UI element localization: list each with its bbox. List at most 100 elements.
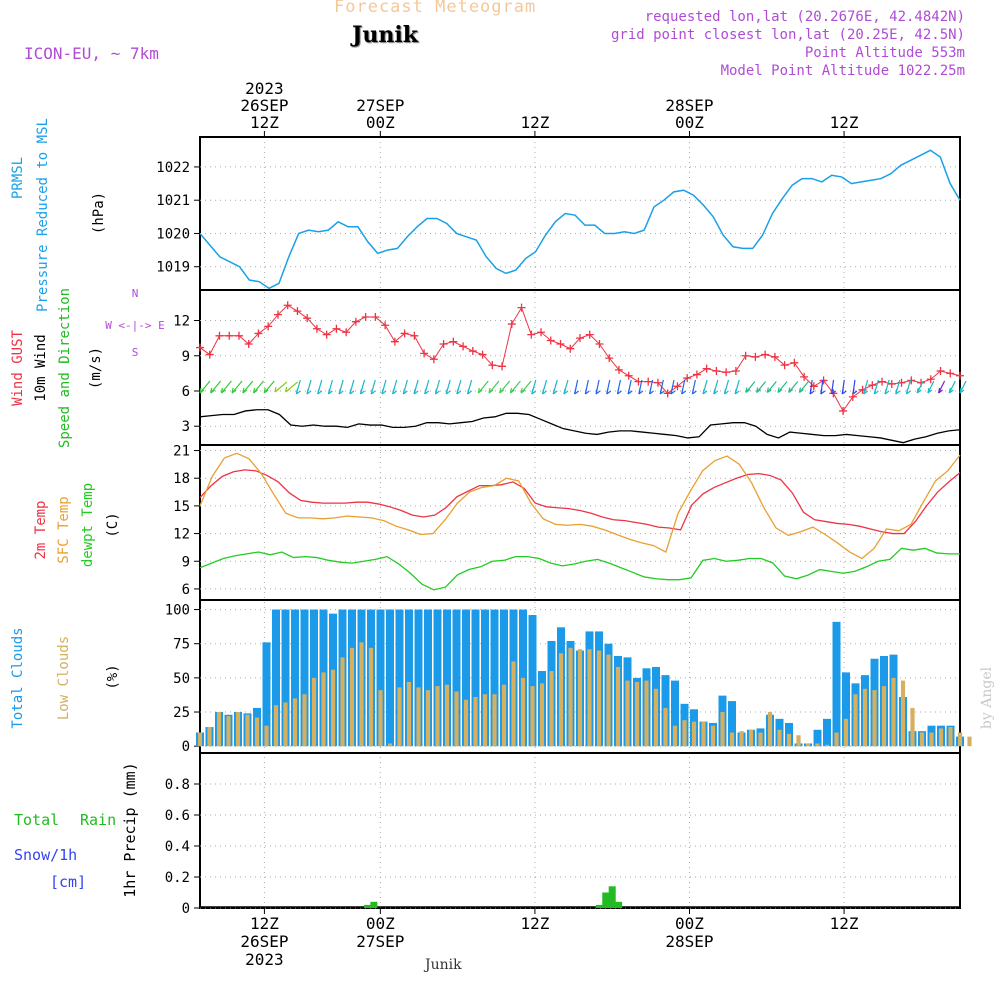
total-cloud-bar — [376, 609, 385, 747]
wind-arrow-head — [488, 387, 494, 394]
wind-arrow-head — [295, 388, 301, 395]
x-bottom-label: 12Z — [520, 914, 549, 933]
low-cloud-bar — [729, 732, 735, 747]
x-bottom-label: 12Z — [250, 914, 279, 933]
x-top-label: 12Z — [830, 113, 859, 132]
wind-arrow-head — [798, 387, 804, 393]
gust-marker — [839, 406, 848, 415]
low-cloud-bar — [587, 649, 592, 747]
wind-arrow-head — [713, 388, 719, 395]
gust-label: Wind GUST — [10, 330, 26, 406]
location-title: Junik — [352, 22, 418, 48]
wind-arrow-head — [756, 387, 761, 393]
prmsl-unit: (hPa) — [91, 192, 107, 234]
gust-marker — [205, 350, 214, 359]
wind-arrow-head — [252, 387, 258, 394]
wind-arrow-head — [584, 388, 590, 395]
low-cloud-bar — [435, 686, 440, 747]
low-cloud-bar — [663, 707, 668, 747]
total-cloud-bar — [481, 609, 489, 747]
total-cloud-bar — [452, 609, 461, 747]
gust-marker — [225, 331, 234, 340]
precip-tick-label: 0.8 — [165, 777, 190, 793]
low-cloud-bar — [302, 694, 307, 747]
wind-arrow-head — [638, 388, 644, 395]
low-cloud-bar — [967, 736, 972, 747]
low-cloud-bar — [881, 686, 887, 747]
temp-2m-line — [199, 469, 961, 535]
wind-arrow-head — [231, 387, 237, 394]
gust-marker — [780, 361, 789, 370]
low-cloud-bar — [767, 712, 773, 747]
low-cloud-bar — [416, 687, 421, 747]
low-cloud-bar — [634, 681, 640, 747]
gust-marker — [273, 310, 282, 319]
wind-arrow-head — [563, 388, 569, 395]
low-cloud-bar — [568, 647, 573, 747]
low-cloud-bar — [425, 690, 431, 747]
total-cloud-bar — [528, 615, 537, 747]
wind-arrow-head — [648, 388, 654, 395]
gust-marker — [234, 331, 243, 340]
total-label: Total — [14, 811, 59, 829]
x-top-label: 12Z — [250, 113, 279, 132]
snow-unit-label: [cm] — [50, 873, 86, 891]
total-cloud-bar — [300, 609, 309, 747]
wind-arrow-head — [788, 387, 794, 393]
compass-west-east: W <-|-> E — [105, 319, 165, 332]
gust-marker — [751, 352, 760, 361]
low-cloud-bar — [235, 712, 241, 747]
rain-bar — [595, 904, 603, 908]
wind-arrow-head — [402, 388, 408, 395]
gust-marker — [527, 330, 536, 339]
precip-frame — [199, 752, 961, 909]
x-bottom-label: 26SEP — [240, 932, 288, 951]
low-cloud-bar — [349, 647, 355, 747]
low-cloud-bar — [834, 732, 839, 747]
gust-marker — [722, 368, 731, 377]
dewpt-line — [199, 547, 960, 591]
x-top-label: 12Z — [520, 113, 549, 132]
temp-tick-label: 15 — [173, 499, 190, 515]
total-cloud-bar — [395, 609, 404, 747]
wind-arrow-head — [285, 386, 290, 393]
total-cloud-bar — [433, 609, 442, 747]
wind-direction-arrow — [263, 380, 275, 394]
rain-bar — [602, 892, 610, 908]
wind-tick-label: 12 — [173, 314, 190, 330]
gust-marker — [956, 371, 964, 380]
gust-marker — [770, 352, 779, 361]
x-bottom-label: 00Z — [675, 914, 704, 933]
gust-marker — [605, 354, 614, 363]
gust-marker — [692, 370, 701, 379]
x-top-label: 27SEP — [356, 96, 404, 115]
gust-marker — [459, 342, 468, 351]
gust-marker — [653, 378, 662, 387]
gust-marker — [614, 365, 623, 374]
gust-marker — [283, 301, 292, 310]
prmsl-label: PRMSL — [10, 157, 26, 199]
x-top-label: 26SEP — [240, 96, 288, 115]
total-cloud-bar — [386, 609, 394, 747]
gust-marker — [254, 329, 263, 338]
low-cloud-bar — [216, 712, 222, 747]
wind-arrow-head — [499, 387, 505, 394]
wind-arrow-head — [349, 388, 355, 395]
gust-marker — [673, 382, 682, 391]
wind-arrow-head — [616, 388, 622, 395]
gust-marker — [342, 328, 351, 337]
gust-marker — [293, 307, 302, 316]
wind-arrow-head — [916, 387, 922, 394]
gust-marker — [498, 362, 507, 371]
wind-arrow-head — [509, 387, 515, 394]
temp-frame — [199, 444, 961, 601]
total-cloud-bar — [832, 621, 841, 747]
low-cloud-bar — [872, 690, 877, 747]
wind-arrow-head — [659, 388, 665, 395]
gust-marker — [381, 321, 390, 330]
low-cloud-bar — [577, 649, 583, 747]
wind-arrow-head — [830, 388, 836, 395]
gust-marker — [390, 337, 399, 346]
sfc-temp-label: SFC Temp — [56, 496, 72, 563]
wind-direction-arrow — [488, 380, 500, 394]
